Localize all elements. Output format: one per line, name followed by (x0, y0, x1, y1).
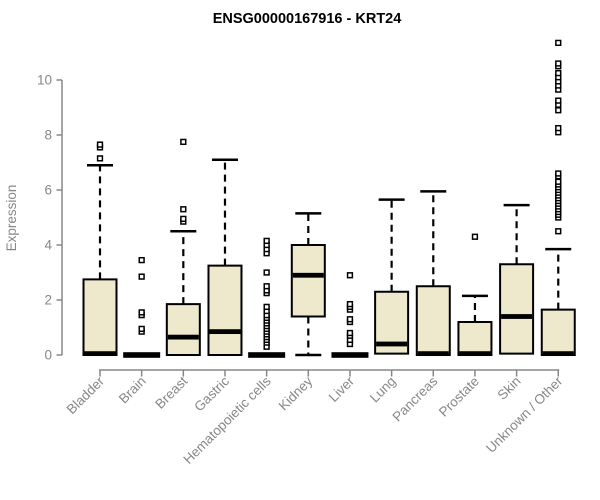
x-tick-label-pancreas: Pancreas (389, 373, 440, 424)
outlier-point (555, 228, 562, 235)
y-tick-label: 2 (44, 293, 52, 308)
x-tick-label-brain: Brain (116, 374, 149, 407)
outlier-point (263, 269, 270, 276)
x-tick-label-gastric: Gastric (191, 373, 232, 414)
outlier-point (138, 309, 145, 316)
median-bar (209, 329, 241, 335)
median-bar (542, 351, 574, 357)
outlier-point (138, 256, 145, 264)
y-tick-label: 6 (44, 183, 52, 198)
boxplot-skin (499, 203, 535, 355)
x-tick-label-skin: Skin (495, 374, 524, 403)
iqr-box (165, 303, 201, 356)
outlier-point (96, 155, 104, 162)
median-bar (331, 352, 369, 358)
outlier-point (346, 316, 354, 323)
iqr-box (290, 244, 326, 318)
x-tick-label-kidney: Kidney (276, 373, 316, 413)
median-bar (292, 272, 324, 278)
boxplot-kidney (290, 212, 326, 357)
boxplot-unknown-other (540, 39, 576, 357)
y-tick-label: 8 (44, 128, 52, 143)
y-axis: 0 2 4 6 8 10 (37, 73, 63, 363)
outlier-point (555, 107, 562, 114)
outlier-point (555, 170, 562, 177)
outlier-point (555, 39, 562, 47)
x-tick-label-bladder: Bladder (64, 373, 108, 417)
y-tick-label: 0 (44, 348, 52, 363)
iqr-box (457, 321, 493, 356)
outlier-point (180, 138, 187, 146)
y-axis-label: Expression (4, 185, 19, 252)
outlier-point (96, 141, 104, 148)
iqr-box (540, 308, 576, 356)
y-tick-label: 4 (44, 238, 52, 253)
outlier-point (471, 233, 479, 240)
plot-area: 0 2 4 6 8 10 Bladder Brain Breast GastricHematopo… (37, 39, 576, 467)
median-bar (501, 314, 533, 319)
median-bar (376, 341, 408, 347)
x-tick-label-unknown-other: Unknown / Other (483, 373, 566, 456)
outlier-point (555, 97, 562, 104)
boxplot-hematopoietic-cells (248, 237, 286, 358)
boxplot-brain (123, 256, 161, 358)
boxplot-bladder (82, 141, 118, 357)
iqr-box (415, 285, 451, 356)
boxplot-lung (374, 198, 410, 355)
outlier-point (138, 325, 145, 333)
boxplot-breast (165, 138, 201, 356)
boxplot-gastric (207, 158, 243, 356)
median-bar (248, 352, 286, 358)
outlier-point (180, 206, 187, 213)
median-bar (84, 351, 116, 357)
outlier-point (263, 283, 270, 290)
x-tick-label-lung: Lung (367, 374, 399, 406)
boxplot-pancreas (415, 190, 451, 357)
median-bar (459, 351, 491, 357)
iqr-box (207, 264, 243, 356)
outlier-point (263, 237, 270, 245)
median-bar (167, 334, 199, 340)
outlier-point (263, 303, 270, 311)
outlier-point (555, 178, 562, 185)
y-tick-label: 10 (37, 73, 52, 88)
boxplot-prostate (457, 233, 493, 357)
outlier-point (180, 215, 187, 223)
median-bar (123, 352, 161, 358)
x-tick-label-liver: Liver (326, 373, 358, 405)
outlier-point (346, 272, 354, 279)
outlier-point (555, 124, 562, 132)
outlier-point (346, 300, 354, 308)
outlier-point (555, 60, 562, 67)
outlier-point (346, 329, 354, 337)
x-tick-label-breast: Breast (152, 373, 190, 411)
median-bar (417, 351, 449, 357)
iqr-box (82, 278, 118, 356)
outlier-point (138, 273, 145, 280)
chart-title: ENSG00000167916 - KRT24 (213, 11, 402, 27)
iqr-box (499, 263, 535, 355)
boxplot-liver (331, 272, 369, 358)
x-tick-label-prostate: Prostate (436, 374, 482, 420)
outlier-point (555, 69, 562, 77)
